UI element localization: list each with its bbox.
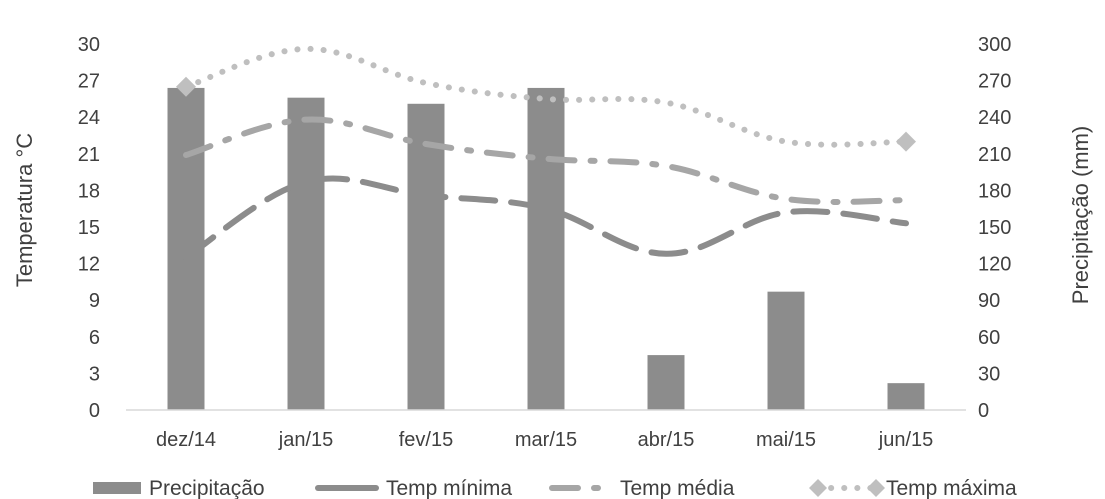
x-tick-label: jan/15 <box>278 429 334 451</box>
legend-item: Temp mínima <box>315 477 512 499</box>
right-tick-label: 150 <box>978 217 1011 239</box>
legend-label: Temp máxima <box>886 477 1017 499</box>
diamond-marker <box>176 76 196 97</box>
bar-precipitacao <box>287 97 325 411</box>
legend-diamond-marker <box>867 479 885 497</box>
diamond-marker <box>896 131 916 152</box>
legend-label: Temp média <box>620 477 735 499</box>
x-axis-ticks: dez/14 jan/15 fev/15 mar/15 abr/15 mai/15 jun/… <box>156 429 933 451</box>
left-axis-ticks: 0 3 6 9 12 15 18 21 24 27 30 <box>78 34 100 422</box>
legend-diamond-marker <box>809 479 827 497</box>
bar-precipitacao <box>887 383 925 410</box>
legend-swatch-bar <box>93 482 141 494</box>
right-tick-label: 210 <box>978 144 1011 166</box>
right-tick-label: 180 <box>978 180 1011 202</box>
precipitation-bars <box>167 87 925 411</box>
x-tick-label: jun/15 <box>878 429 934 451</box>
right-tick-label: 240 <box>978 107 1011 129</box>
left-tick-label: 12 <box>78 254 100 276</box>
left-tick-label: 9 <box>89 290 100 312</box>
bar-precipitacao <box>767 291 805 410</box>
bar-precipitacao <box>407 103 445 410</box>
legend-item: Precipitação <box>93 477 265 499</box>
temperature-lines <box>176 45 916 261</box>
legend-item: Temp média <box>549 477 735 499</box>
legend-label: Temp mínima <box>386 477 512 499</box>
left-tick-label: 6 <box>89 327 100 349</box>
left-tick-label: 27 <box>78 71 100 93</box>
left-tick-label: 15 <box>78 217 100 239</box>
left-axis-title: Temperatura °C <box>12 133 37 287</box>
right-axis-title: Precipitação (mm) <box>1068 126 1093 304</box>
x-tick-label: fev/15 <box>399 429 453 451</box>
x-tick-label: mar/15 <box>515 429 577 451</box>
left-tick-label: 3 <box>89 363 100 385</box>
x-tick-label: mai/15 <box>756 429 816 451</box>
right-axis-ticks: 0 30 60 90 120 150 180 210 240 270 300 <box>978 34 1011 422</box>
right-tick-label: 30 <box>978 363 1000 385</box>
x-tick-label: dez/14 <box>156 429 216 451</box>
legend-item: Temp máxima <box>809 477 1017 499</box>
legend-label: Precipitação <box>149 477 265 499</box>
bar-precipitacao <box>647 355 685 410</box>
right-tick-label: 60 <box>978 327 1000 349</box>
right-tick-label: 120 <box>978 254 1011 276</box>
left-tick-label: 21 <box>78 144 100 166</box>
legend: Precipitação Temp mínima Temp média Temp má… <box>93 477 1017 499</box>
bar-precipitacao <box>527 87 565 411</box>
left-tick-label: 30 <box>78 34 100 56</box>
line-dash-dot <box>183 116 909 205</box>
right-tick-label: 300 <box>978 34 1011 56</box>
right-tick-label: 90 <box>978 290 1000 312</box>
left-tick-label: 18 <box>78 180 100 202</box>
right-tick-label: 270 <box>978 71 1011 93</box>
left-tick-label: 0 <box>89 400 100 422</box>
x-tick-label: abr/15 <box>638 429 695 451</box>
line-long-dash <box>183 175 909 261</box>
right-tick-label: 0 <box>978 400 989 422</box>
left-tick-label: 24 <box>78 107 100 129</box>
